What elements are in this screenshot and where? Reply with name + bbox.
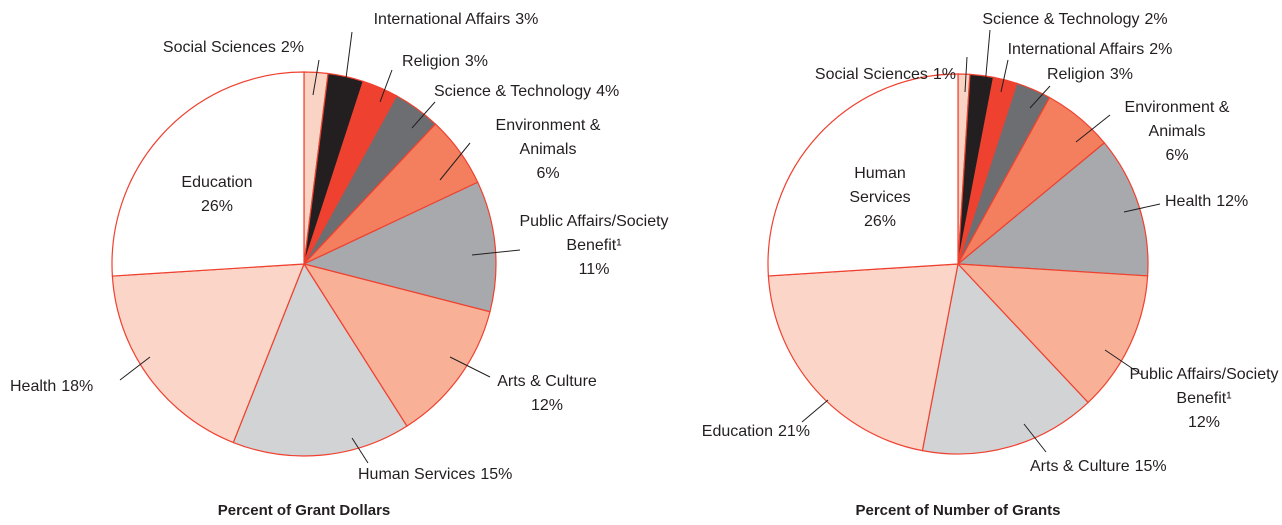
- leader-line: [1104, 349, 1143, 376]
- value-label: 2%: [280, 39, 304, 56]
- slice-label: Health 12%: [1165, 190, 1282, 214]
- value-label: 3%: [1109, 66, 1133, 83]
- slice-label: Environment & Animals 6%: [486, 114, 610, 186]
- slice-label: Education 26%: [170, 171, 264, 219]
- category-name: Social Sciences: [162, 39, 276, 56]
- value-label: 26%: [863, 213, 897, 230]
- value-label: 3%: [515, 11, 539, 28]
- slice-label: Public Affairs/Society Benefit¹ 12%: [1126, 363, 1282, 435]
- value-label: 12%: [530, 397, 564, 414]
- slice-label: Social Sciences 2%: [150, 36, 304, 60]
- category-name: Health: [1165, 193, 1212, 210]
- leader-line: [1000, 59, 1009, 93]
- leader-line: [1075, 114, 1111, 143]
- leader-line: [1023, 423, 1047, 453]
- leader-line: [1123, 203, 1161, 213]
- category-name: Health: [10, 378, 57, 395]
- value-label: 26%: [200, 198, 234, 215]
- category-name: International Affairs: [1007, 41, 1145, 58]
- category-name: Religion: [402, 53, 460, 70]
- pie-slice: [111, 71, 305, 277]
- pie-slice: [111, 263, 305, 444]
- value-label: 1%: [932, 66, 956, 83]
- leader-line: [964, 56, 968, 93]
- category-name: Human Services: [849, 165, 911, 206]
- value-label: 11%: [578, 261, 610, 278]
- leader-line: [411, 101, 436, 129]
- value-label: 12%: [1187, 414, 1221, 431]
- slice-label: Health 18%: [10, 375, 130, 399]
- pie-slice: [767, 263, 959, 452]
- category-name: Environment & Animals: [495, 117, 601, 158]
- slice-label: Religion 3%: [390, 50, 500, 74]
- category-name: Arts & Culture: [497, 373, 597, 390]
- leader-line: [801, 399, 829, 423]
- value-label: 4%: [596, 83, 620, 100]
- category-name: Human Services: [358, 466, 476, 483]
- leader-line: [119, 356, 151, 381]
- slice-label: Arts & Culture 12%: [480, 370, 614, 418]
- chart-title: Percent of Number of Grants: [855, 502, 1061, 519]
- slice-label: Environment & Animals 6%: [1104, 96, 1250, 168]
- slice-label: Human Services 26%: [832, 162, 928, 234]
- category-name: Religion: [1047, 66, 1105, 83]
- value-label: 6%: [1165, 147, 1189, 164]
- value-label: 18%: [61, 378, 94, 395]
- leader-line: [1029, 85, 1051, 109]
- value-label: 21%: [777, 423, 810, 440]
- value-label: 6%: [536, 165, 560, 182]
- category-name: Public Affairs/Society Benefit¹: [1129, 366, 1279, 407]
- slice-label: Science & Technology 4%: [434, 80, 674, 104]
- value-label: 2%: [1144, 11, 1168, 28]
- slice-label: Religion 3%: [1047, 63, 1177, 87]
- category-name: Science & Technology: [434, 83, 592, 100]
- category-name: International Affairs: [373, 11, 511, 28]
- leader-line: [439, 142, 471, 181]
- value-label: 2%: [1149, 41, 1173, 58]
- value-label: 15%: [1134, 458, 1167, 475]
- category-name: Arts & Culture: [1030, 458, 1130, 475]
- pie-slice: [302, 263, 491, 427]
- pie-slice: [232, 262, 408, 457]
- slice-label: International Affairs 2%: [990, 38, 1190, 62]
- leader-line: [312, 59, 320, 96]
- pie-slice: [767, 73, 959, 277]
- slice-label: Science & Technology 2%: [970, 8, 1180, 32]
- category-name: Education: [701, 423, 773, 440]
- leader-line: [471, 249, 521, 256]
- category-name: Education: [181, 174, 253, 191]
- pie-slice: [956, 142, 1149, 277]
- slice-label: Human Services 15%: [358, 463, 578, 487]
- chart-title: Percent of Grant Dollars: [217, 502, 391, 519]
- leader-line: [379, 69, 393, 103]
- slice-label: International Affairs 3%: [336, 8, 576, 32]
- value-label: 3%: [464, 53, 488, 70]
- category-name: Public Affairs/Society Benefit¹: [519, 213, 669, 254]
- leader-line: [984, 29, 991, 87]
- pie-slice: [956, 263, 1149, 404]
- pie-slice: [921, 262, 1089, 455]
- slice-label: Social Sciences 1%: [760, 63, 956, 87]
- slice-label: Education 21%: [610, 420, 810, 444]
- category-name: Science & Technology: [982, 11, 1140, 28]
- slice-label: Public Affairs/Society Benefit¹ 11%: [516, 210, 672, 282]
- slice-label: Arts & Culture 15%: [1030, 455, 1230, 479]
- value-label: 15%: [480, 466, 513, 483]
- leader-line: [351, 437, 369, 464]
- leader-line: [449, 356, 491, 378]
- leader-line: [344, 31, 353, 87]
- category-name: Social Sciences: [814, 66, 928, 83]
- value-label: 12%: [1216, 193, 1249, 210]
- pie-slice: [302, 181, 497, 313]
- category-name: Environment & Animals: [1124, 99, 1230, 140]
